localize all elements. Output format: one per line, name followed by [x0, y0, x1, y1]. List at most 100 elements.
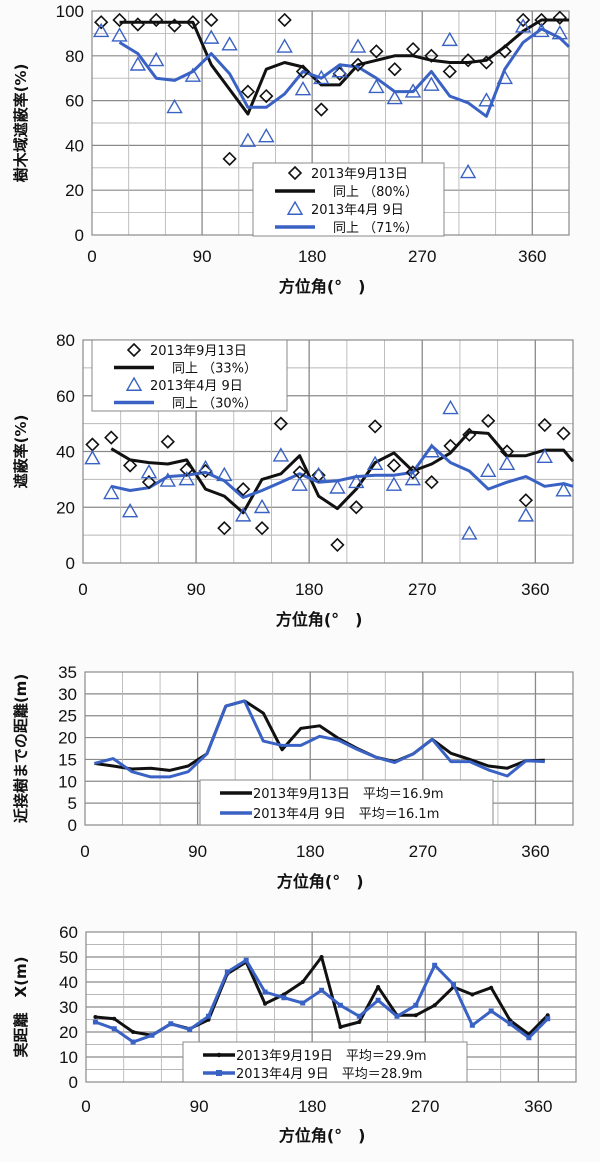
data-point-diamond [240, 84, 256, 99]
data-point-triangle [111, 27, 128, 42]
data-point-diamond [295, 64, 311, 79]
data-point-diamond [179, 462, 194, 477]
data-point-diamond [462, 427, 477, 442]
data-point [451, 982, 456, 987]
data-point-triangle [276, 38, 293, 53]
data-point-diamond [479, 55, 494, 70]
data-point-diamond [481, 413, 496, 428]
chart-svg: 0 5 10 15 20 25 30 35 0 90 180 270 360 方位角(° ) 近接樹までの距… [12, 663, 574, 891]
series-line-1 [94, 699, 545, 779]
data-point-diamond [259, 88, 274, 104]
data-point-triangle [498, 455, 516, 470]
data-point-diamond [217, 521, 232, 536]
data-point-diamond [314, 102, 329, 117]
series-line-1 [110, 444, 574, 499]
legend-diamond-icon [126, 342, 142, 358]
data-point [394, 1013, 400, 1019]
data-point [319, 987, 325, 993]
data-point-triangle [331, 63, 348, 78]
legend-label: 2013年9月13日 [150, 344, 247, 359]
chart-svg: 0 20 40 60 80 100 0 90 180 270 360 方位角(° ) 樹木域遮蔽率(%)… [12, 2, 571, 296]
y-tick-label: 60 [65, 92, 84, 111]
y-axis-label: 近接樹までの距離(m) [12, 674, 30, 823]
x-tick-label: 360 [521, 842, 549, 861]
data-point [243, 957, 249, 963]
y-axis-label: 樹木域遮蔽率(%) [12, 64, 30, 183]
x-axis-label: 方位角(° ) [279, 277, 366, 296]
data-point-triangle [517, 507, 535, 522]
chart-actual-distance: 0 10 20 30 40 50 60 0 90 180 270 360 方位角(° ) 実距離 X(m)… [0, 908, 600, 1162]
data-point-triangle [140, 463, 158, 479]
data-point [300, 980, 305, 984]
data-point-triangle [404, 470, 422, 486]
series-scatter-1 [84, 399, 572, 540]
data-point [376, 985, 381, 989]
legend-triangle-icon [125, 376, 143, 391]
data-point-triangle [121, 503, 139, 518]
data-point-diamond [130, 17, 145, 32]
data-point-triangle [310, 466, 327, 482]
y-axis-label: 遮蔽率(%) [12, 415, 30, 489]
data-point [413, 1013, 418, 1018]
y-tick-label: 35 [58, 663, 77, 682]
x-tick-label: 180 [296, 842, 324, 861]
data-point [168, 1021, 174, 1027]
y-tick-label: 20 [65, 181, 84, 200]
data-point [281, 995, 287, 1001]
legend-label: 同上 （80%） [333, 185, 418, 200]
data-point-diamond [204, 12, 219, 28]
x-tick-label: 180 [295, 580, 323, 599]
x-tick-label: 90 [187, 580, 206, 599]
data-point-triangle [404, 83, 422, 98]
y-tick-label: 20 [56, 498, 75, 517]
data-point-diamond [367, 419, 383, 434]
legend-diamond-icon [287, 165, 303, 181]
data-point-diamond [537, 417, 552, 433]
data-point-triangle [366, 455, 384, 470]
y-tick-label: 100 [56, 2, 84, 21]
data-point-triangle [459, 163, 477, 179]
data-point-triangle [197, 459, 214, 475]
series-line-0 [94, 699, 545, 772]
data-point-triangle [496, 69, 513, 85]
y-tick-label: 10 [59, 1048, 78, 1067]
data-point-triangle [514, 18, 532, 33]
series-scatter-0 [94, 10, 567, 166]
x-tick-label: 90 [188, 842, 207, 861]
data-point-diamond [141, 475, 157, 490]
x-tick-label: 0 [80, 842, 89, 861]
legend-box [252, 162, 445, 237]
data-point-diamond [349, 500, 364, 515]
data-point-triangle [423, 443, 440, 458]
data-point-diamond [442, 64, 457, 79]
y-tick-label: 30 [58, 685, 77, 704]
y-tick-label: 15 [58, 750, 77, 769]
legend: 2013年9月19日 平均＝29.9m 2013年4月 9日 平均＝28.9m [182, 1041, 468, 1083]
data-point-triangle [533, 22, 550, 38]
data-point [319, 955, 324, 959]
data-point-triangle [166, 98, 183, 114]
x-tick-label: 360 [524, 1097, 552, 1116]
data-point [149, 1032, 155, 1038]
series-scatter-1 [92, 18, 569, 179]
y-tick-label: 0 [68, 816, 77, 835]
data-point-triangle [329, 479, 346, 494]
line-path [110, 444, 574, 499]
y-tick-label: 80 [56, 331, 75, 350]
y-tick-label: 40 [59, 973, 78, 992]
legend-label: 同上 （71%） [333, 221, 418, 236]
y-tick-label: 20 [58, 729, 77, 748]
data-point-diamond [112, 12, 127, 28]
x-tick-label: 0 [87, 247, 96, 266]
data-point [489, 985, 494, 990]
legend-box [91, 339, 288, 412]
data-point-diamond [424, 48, 439, 63]
data-point-diamond [222, 151, 237, 166]
chart-shading-rate: 0 20 40 60 80 0 90 180 270 360 方位角(° ) 遮蔽率(%) 2013年9… [0, 320, 600, 640]
data-point-diamond [518, 493, 534, 508]
data-point-triangle [551, 24, 569, 40]
data-point-diamond [405, 41, 421, 57]
chart-tree-area-shading-rate: 0 20 40 60 80 100 0 90 180 270 360 方位角(° ) 樹木域遮蔽率(%)… [0, 0, 600, 310]
